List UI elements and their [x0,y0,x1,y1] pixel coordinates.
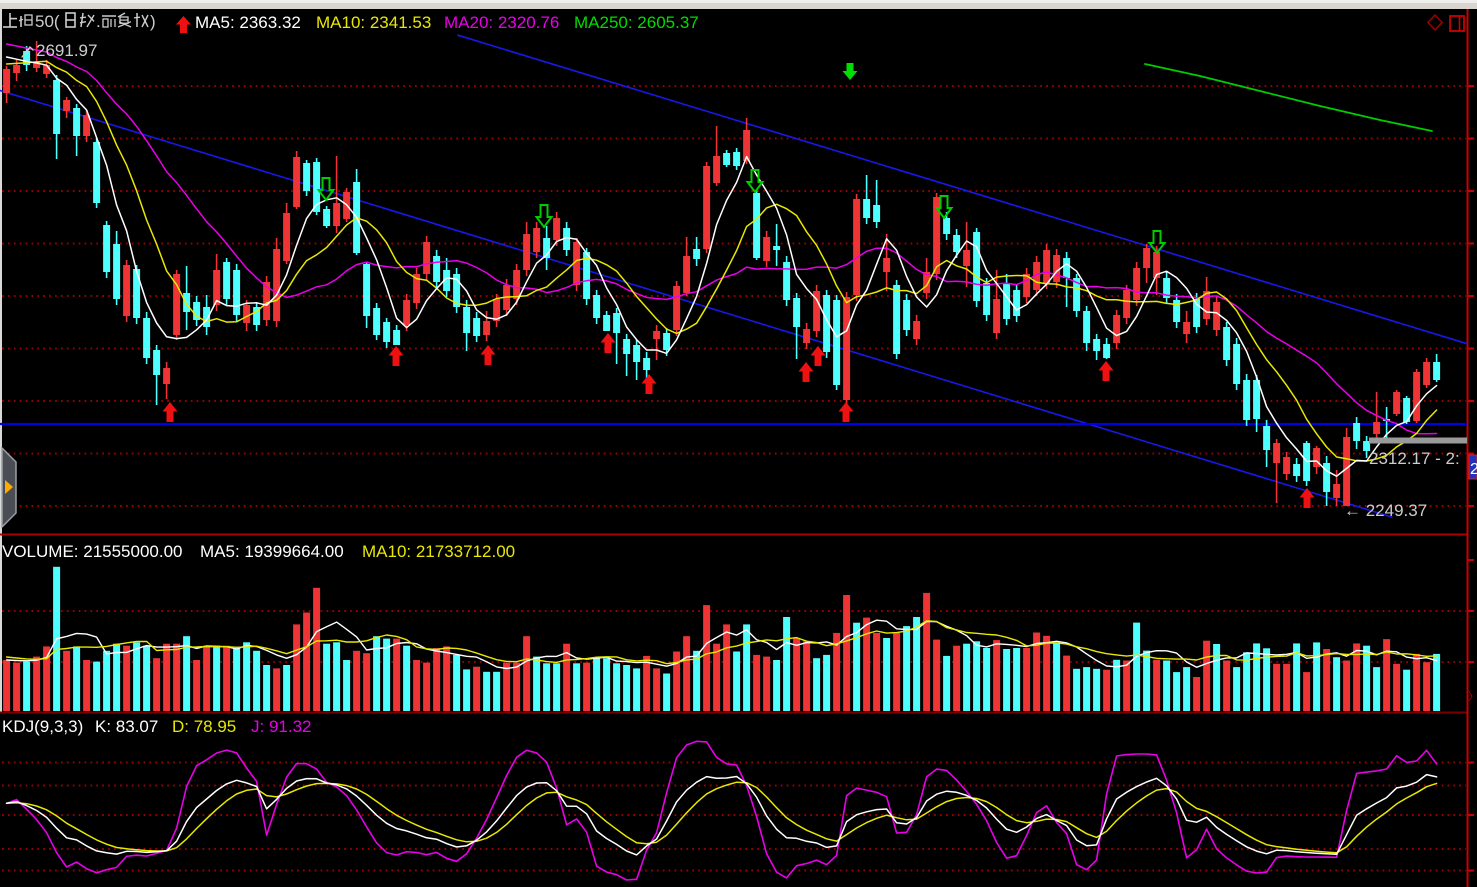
svg-text:KDJ(9,3,3): KDJ(9,3,3) [2,717,83,736]
svg-text:MA5: 2363.32: MA5: 2363.32 [195,13,301,32]
svg-text:): ) [150,12,156,31]
svg-text:← 2249.37: ← 2249.37 [1344,501,1427,520]
svg-text:MA5: 19399664.00: MA5: 19399664.00 [200,542,344,561]
svg-text:50(: 50( [35,12,60,31]
svg-text:〉: 〉 [1468,690,1477,703]
svg-text:2312.17 - 2:: 2312.17 - 2: [1369,449,1460,468]
svg-text:MA20: 2320.76: MA20: 2320.76 [444,13,559,32]
svg-text:VOLUME: 21555000.00: VOLUME: 21555000.00 [2,542,183,561]
svg-text:MA250: 2605.37: MA250: 2605.37 [574,13,699,32]
svg-text:MA10: 2341.53: MA10: 2341.53 [316,13,431,32]
svg-text:MA10: 21733712.00: MA10: 21733712.00 [362,542,515,561]
svg-text:K: 83.07: K: 83.07 [95,717,158,736]
svg-text:.: . [96,12,101,31]
svg-text:D: 78.95: D: 78.95 [172,717,236,736]
svg-text:2: 2 [1470,461,1477,478]
svg-text:J: 91.32: J: 91.32 [251,717,312,736]
svg-text:2691.97: 2691.97 [36,41,97,60]
